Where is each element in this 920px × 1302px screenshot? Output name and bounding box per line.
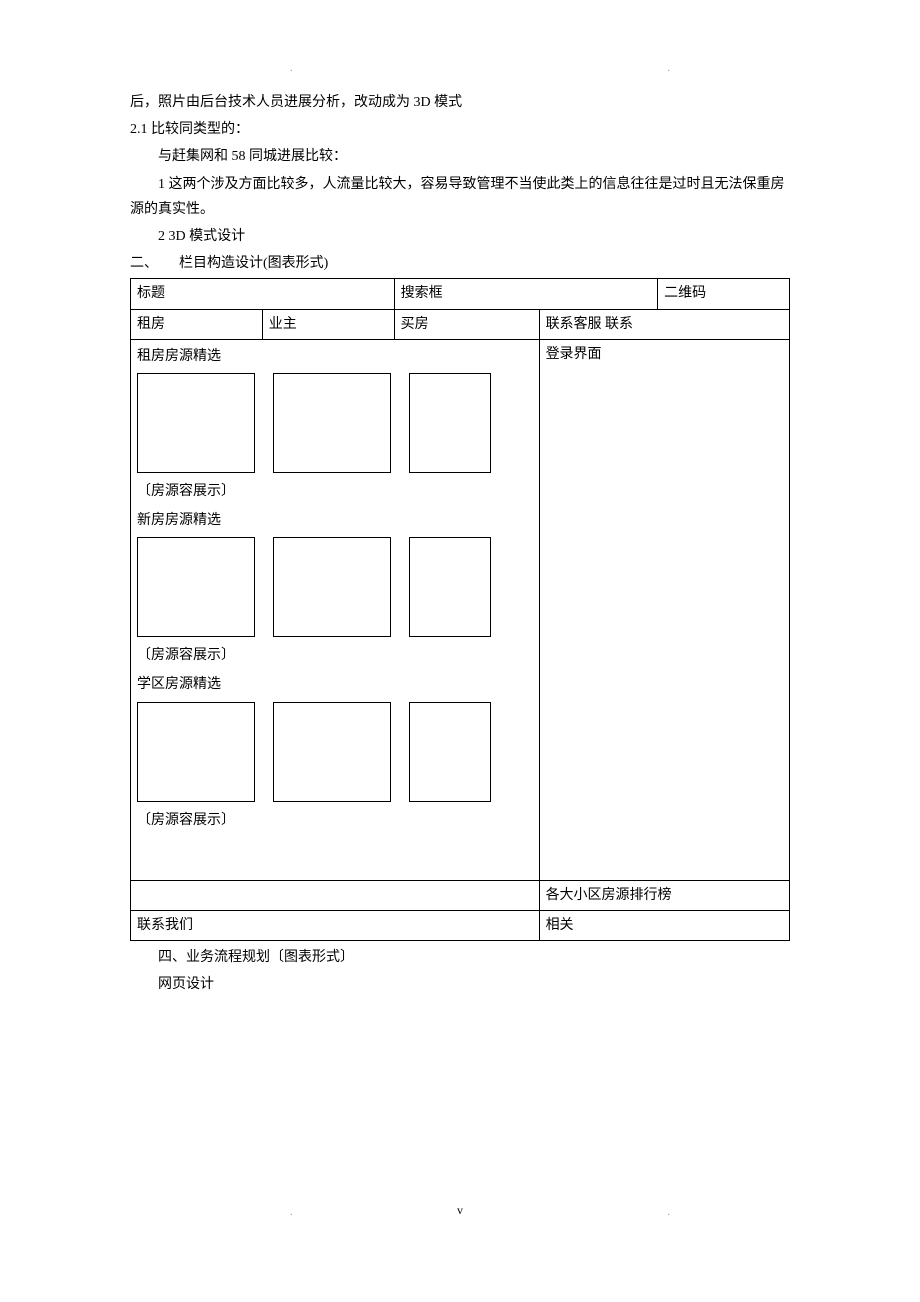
table-row: 各大小区房源排行榜	[131, 880, 790, 910]
cell-login-area: 登录界面	[539, 339, 789, 880]
image-placeholder	[409, 537, 491, 637]
cell-title: 标题	[131, 279, 395, 309]
cell-searchbox: 搜索框	[394, 279, 658, 309]
table-row: 租房 业主 买房 联系客服 联系	[131, 309, 790, 339]
body-text: 2.1 比较同类型的：	[130, 117, 790, 142]
image-placeholder	[273, 373, 391, 473]
page-mark: .	[668, 60, 671, 78]
image-placeholder	[273, 537, 391, 637]
cell-rent: 租房	[131, 309, 263, 339]
caption-text: 〔房源容展示〕	[137, 808, 533, 833]
cell-buy: 买房	[394, 309, 539, 339]
image-placeholder	[137, 373, 255, 473]
left-content-area: 租房房源精选 〔房源容展示〕 新房房源精选 〔房源容展示〕 学区房源精选	[131, 340, 539, 880]
page-mark: .	[668, 1204, 671, 1222]
cell-ranking: 各大小区房源排行榜	[539, 880, 789, 910]
page-mark: .	[290, 60, 293, 78]
table-row: 联系我们 相关	[131, 910, 790, 940]
caption-text: 〔房源容展示〕	[137, 479, 533, 504]
section-heading: 二、 栏目构造设计(图表形式)	[130, 251, 790, 276]
cell-blank	[131, 880, 540, 910]
image-placeholder	[409, 373, 491, 473]
cell-owner: 业主	[262, 309, 394, 339]
cell-contact-us: 联系我们	[131, 910, 540, 940]
image-placeholder	[137, 702, 255, 802]
section-title: 新房房源精选	[137, 508, 533, 533]
layout-design-table: 标题 搜索框 二维码 租房 业主 买房 联系客服 联系 租房房源精选 〔房源容展…	[130, 278, 790, 941]
caption-text: 〔房源容展示〕	[137, 643, 533, 668]
section-title: 租房房源精选	[137, 344, 533, 369]
page-mark: .	[290, 1204, 293, 1222]
cell-qrcode: 二维码	[658, 279, 790, 309]
section-title: 学区房源精选	[137, 672, 533, 697]
page-number: v	[457, 1200, 463, 1222]
table-row: 租房房源精选 〔房源容展示〕 新房房源精选 〔房源容展示〕 学区房源精选	[131, 339, 790, 880]
body-text: 与赶集网和 58 同城进展比较：	[130, 144, 790, 169]
body-text: 网页设计	[130, 972, 790, 997]
image-placeholder	[273, 702, 391, 802]
table-row: 标题 搜索框 二维码	[131, 279, 790, 309]
image-placeholder	[409, 702, 491, 802]
image-placeholder	[137, 537, 255, 637]
body-text: 1 这两个涉及方面比较多，人流量比较大，容易导致管理不当使此类上的信息往往是过时…	[130, 172, 790, 222]
body-text: 2 3D 模式设计	[130, 224, 790, 249]
body-text: 后，照片由后台技术人员进展分析，改动成为 3D 模式	[130, 90, 790, 115]
cell-related: 相关	[539, 910, 789, 940]
cell-contact-service: 联系客服 联系	[539, 309, 789, 339]
body-text: 四、业务流程规划〔图表形式〕	[130, 945, 790, 970]
